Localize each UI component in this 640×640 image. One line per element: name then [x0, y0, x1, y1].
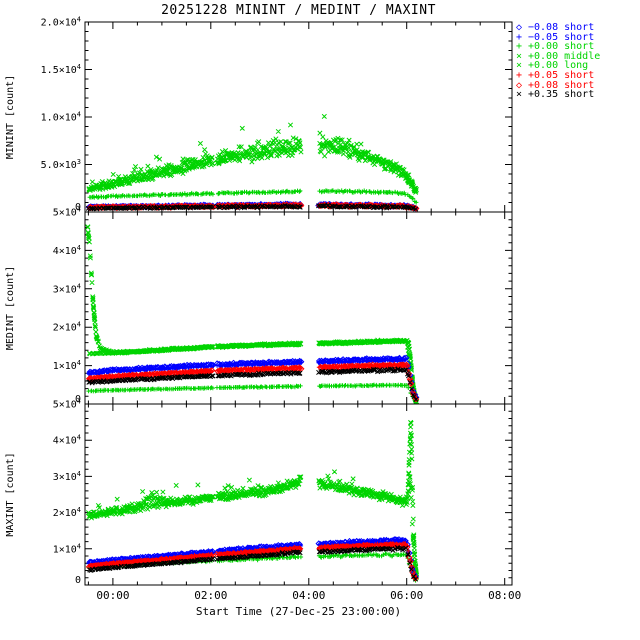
legend-x-marker-icon: ×: [516, 89, 523, 101]
y-tick-label-MAXINT: 2×104: [53, 506, 81, 519]
legend-diamond-marker-icon: ◇: [516, 79, 523, 91]
series-MININT-plus035: [85, 202, 419, 212]
y-tick-label-MAXINT: 3×104: [53, 470, 81, 483]
y-tick-label-MAXINT: 4×104: [53, 434, 81, 447]
legend-item-5: + +0.05 short: [516, 69, 638, 81]
y-tick-label-MININT: 1.5×104: [41, 63, 81, 76]
panel-MAXINT-ticks: [85, 403, 512, 586]
legend-item-label: +0.08 short: [528, 79, 595, 91]
series-MEDINT-plus035: [86, 366, 419, 402]
legend-item-label: +0.00 short: [528, 41, 595, 53]
legend-diamond-marker-icon: ◇: [516, 22, 523, 33]
legend-item-0: ◇ −0.08 short: [516, 23, 638, 33]
y-tick-label-MAXINT: 5×104: [53, 398, 81, 411]
panel-MAXINT-frame: [84, 403, 513, 586]
series-MAXINT-plus035: [87, 545, 419, 582]
y-tick-label-MEDINT: 2×104: [53, 321, 81, 334]
series-MEDINT-plus000-middle: [86, 337, 420, 404]
y-tick-label-MININT: 5.0×103: [41, 158, 81, 171]
legend-plus-marker-icon: +: [516, 31, 523, 43]
x-tick-label: 06:00: [390, 589, 423, 602]
series-MEDINT-plus000-short: [86, 382, 418, 403]
legend-item-7: × +0.35 short: [516, 90, 638, 100]
y-tick-label-MEDINT: 5×104: [53, 206, 81, 219]
legend: ◇ −0.08 short + −0.05 short + +0.00 short × +0.…: [516, 23, 638, 100]
y-tick-label-MEDINT: 1×104: [53, 359, 81, 372]
legend-item-label: +0.35 short: [528, 89, 595, 101]
legend-item-1: + −0.05 short: [516, 31, 638, 43]
series-MININT-plus000-short: [87, 188, 419, 205]
y-tick-label-MAXINT: 0: [75, 575, 81, 586]
x-tick-label: 00:00: [96, 589, 129, 602]
y-tick-label-MEDINT: 3×104: [53, 282, 81, 295]
legend-item-2: + +0.00 short: [516, 42, 638, 52]
y-tick-label-MEDINT: 0: [75, 394, 81, 405]
y-tick-label-MININT: 2.0×104: [41, 16, 81, 29]
legend-plus-marker-icon: +: [516, 41, 523, 53]
legend-x-marker-icon: ×: [516, 60, 523, 72]
panel-MEDINT-ticks: [85, 211, 512, 405]
legend-item-label: +0.05 short: [528, 69, 595, 81]
legend-item-label: −0.08 short: [528, 22, 595, 33]
y-tick-label-MEDINT: 4×104: [53, 244, 81, 257]
panel-MININT-frame: [84, 21, 513, 213]
y-tick-label-MININT: 0: [75, 202, 81, 213]
y-tick-label-MININT: 1.0×104: [41, 111, 81, 124]
series-MININT-plus000-middle: [86, 140, 419, 195]
y-axis-title-MININT: MININT [count]: [5, 75, 16, 159]
series-MEDINT-minus005: [86, 357, 418, 398]
legend-plus-marker-icon: +: [516, 69, 523, 81]
y-tick-label-MAXINT: 1×104: [53, 542, 81, 555]
x-tick-label: 04:00: [292, 589, 325, 602]
x-tick-label: 02:00: [194, 589, 227, 602]
legend-item-label: −0.05 short: [528, 31, 595, 43]
chart-title: 20251228 MININT / MEDINT / MAXINT: [161, 3, 436, 18]
legend-item-3: × +0.00 middle: [516, 50, 638, 62]
legend-item-6: ◇ +0.08 short: [516, 79, 638, 91]
legend-item-label: +0.00 middle: [528, 50, 601, 62]
legend-x-marker-icon: ×: [516, 50, 523, 62]
legend-item-label: +0.00 long: [528, 60, 589, 72]
y-axis-title-MEDINT: MEDINT [count]: [5, 266, 16, 350]
series-MAXINT-plus000-middle: [86, 474, 420, 580]
panel-MININT-ticks: [85, 21, 512, 213]
y-axis-title-MAXINT: MAXINT [count]: [5, 452, 16, 536]
x-axis-label: Start Time (27-Dec-25 23:00:00): [195, 605, 402, 618]
legend-item-4: × +0.00 long: [516, 61, 638, 71]
x-tick-label: 08:00: [488, 589, 521, 602]
